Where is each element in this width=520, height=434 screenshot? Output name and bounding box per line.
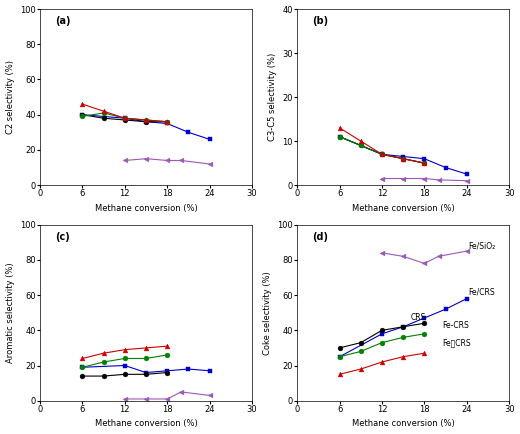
Text: (c): (c) xyxy=(55,232,70,242)
X-axis label: Methane conversion (%): Methane conversion (%) xyxy=(352,419,454,428)
Text: (b): (b) xyxy=(312,16,328,26)
X-axis label: Methane conversion (%): Methane conversion (%) xyxy=(95,419,198,428)
Y-axis label: Aromatic selectivity (%): Aromatic selectivity (%) xyxy=(6,263,15,363)
X-axis label: Methane conversion (%): Methane conversion (%) xyxy=(352,204,454,213)
Y-axis label: C2 selectivity (%): C2 selectivity (%) xyxy=(6,60,15,134)
Text: FeⓋCRS: FeⓋCRS xyxy=(442,338,471,347)
Y-axis label: C3-C5 selectivity (%): C3-C5 selectivity (%) xyxy=(268,53,277,141)
Text: Fe/SiO₂: Fe/SiO₂ xyxy=(468,241,496,250)
Y-axis label: Coke selectivity (%): Coke selectivity (%) xyxy=(263,271,272,355)
Text: CRS: CRS xyxy=(410,313,426,322)
Text: Fe-CRS: Fe-CRS xyxy=(442,321,469,329)
X-axis label: Methane conversion (%): Methane conversion (%) xyxy=(95,204,198,213)
Text: (a): (a) xyxy=(55,16,70,26)
Text: Fe/CRS: Fe/CRS xyxy=(468,287,495,296)
Text: (d): (d) xyxy=(312,232,328,242)
